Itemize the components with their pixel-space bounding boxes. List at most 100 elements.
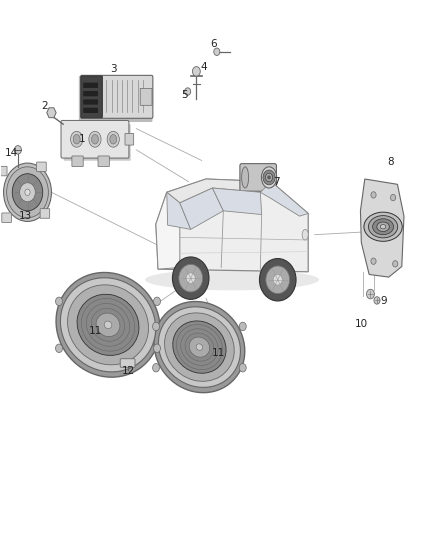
Text: 14: 14 [4, 148, 18, 158]
Text: 12: 12 [122, 367, 135, 376]
Ellipse shape [92, 309, 125, 341]
Circle shape [268, 176, 270, 179]
Text: 13: 13 [19, 211, 32, 221]
FancyBboxPatch shape [83, 108, 98, 113]
Text: 4: 4 [201, 62, 208, 72]
Circle shape [263, 170, 275, 185]
Circle shape [14, 146, 21, 154]
FancyBboxPatch shape [79, 76, 152, 122]
Circle shape [25, 189, 30, 196]
Text: 2: 2 [42, 101, 48, 111]
Circle shape [56, 297, 63, 305]
FancyBboxPatch shape [83, 91, 98, 96]
Ellipse shape [145, 269, 319, 290]
Ellipse shape [368, 216, 398, 238]
Ellipse shape [186, 273, 195, 284]
Text: 10: 10 [354, 319, 367, 329]
Text: 1: 1 [78, 134, 85, 144]
FancyBboxPatch shape [64, 124, 131, 161]
FancyBboxPatch shape [140, 88, 152, 106]
Ellipse shape [73, 134, 80, 144]
Polygon shape [156, 192, 180, 269]
Circle shape [154, 297, 160, 305]
Text: 7: 7 [273, 176, 280, 187]
Ellipse shape [179, 264, 203, 292]
Ellipse shape [302, 229, 308, 240]
FancyBboxPatch shape [240, 164, 276, 191]
Circle shape [152, 364, 159, 372]
Circle shape [12, 174, 43, 211]
Ellipse shape [173, 257, 209, 300]
Ellipse shape [173, 321, 226, 373]
Circle shape [371, 192, 376, 198]
Text: 5: 5 [181, 90, 187, 100]
Ellipse shape [273, 274, 283, 285]
Circle shape [56, 344, 63, 352]
Ellipse shape [181, 329, 218, 366]
FancyBboxPatch shape [37, 162, 46, 172]
Circle shape [367, 289, 374, 299]
Circle shape [4, 163, 51, 221]
Polygon shape [156, 179, 308, 272]
Ellipse shape [86, 303, 130, 346]
Text: 9: 9 [380, 296, 387, 306]
Ellipse shape [259, 259, 296, 301]
Ellipse shape [242, 167, 249, 188]
FancyBboxPatch shape [98, 156, 110, 166]
Polygon shape [47, 108, 56, 118]
Ellipse shape [104, 321, 112, 328]
Ellipse shape [380, 224, 386, 229]
Text: 6: 6 [211, 39, 217, 49]
FancyBboxPatch shape [40, 209, 49, 218]
Circle shape [239, 322, 246, 330]
Circle shape [214, 48, 220, 55]
Ellipse shape [377, 222, 389, 231]
Ellipse shape [154, 302, 245, 393]
Polygon shape [167, 192, 191, 229]
Circle shape [152, 322, 159, 330]
Ellipse shape [67, 285, 148, 365]
FancyBboxPatch shape [125, 133, 134, 145]
Ellipse shape [110, 134, 117, 144]
Text: 8: 8 [388, 157, 394, 166]
FancyBboxPatch shape [83, 99, 98, 104]
Ellipse shape [107, 131, 119, 147]
Ellipse shape [189, 337, 210, 357]
Ellipse shape [373, 219, 393, 235]
Ellipse shape [266, 266, 290, 294]
Ellipse shape [96, 313, 120, 336]
Polygon shape [167, 179, 271, 203]
Circle shape [185, 88, 191, 95]
Text: 3: 3 [110, 64, 117, 74]
Polygon shape [360, 179, 404, 277]
Circle shape [371, 258, 376, 264]
Ellipse shape [196, 344, 203, 350]
Circle shape [239, 364, 246, 372]
FancyBboxPatch shape [83, 83, 98, 88]
Polygon shape [260, 182, 308, 216]
Ellipse shape [77, 294, 139, 356]
Text: 11: 11 [212, 349, 225, 359]
Circle shape [374, 297, 380, 304]
Circle shape [192, 67, 200, 76]
FancyBboxPatch shape [72, 156, 83, 166]
Circle shape [20, 183, 35, 202]
Ellipse shape [165, 313, 234, 381]
Ellipse shape [89, 131, 101, 147]
Circle shape [7, 167, 48, 217]
FancyBboxPatch shape [81, 76, 102, 118]
FancyBboxPatch shape [0, 166, 7, 176]
FancyBboxPatch shape [61, 120, 129, 158]
Text: 11: 11 [88, 326, 102, 336]
Ellipse shape [71, 131, 83, 147]
Ellipse shape [185, 333, 214, 361]
Circle shape [391, 195, 396, 201]
Ellipse shape [92, 134, 99, 144]
Ellipse shape [60, 278, 155, 372]
Ellipse shape [56, 272, 160, 377]
Ellipse shape [261, 167, 277, 188]
Polygon shape [212, 188, 261, 215]
Circle shape [265, 173, 272, 182]
Circle shape [154, 344, 160, 352]
Ellipse shape [81, 298, 134, 351]
